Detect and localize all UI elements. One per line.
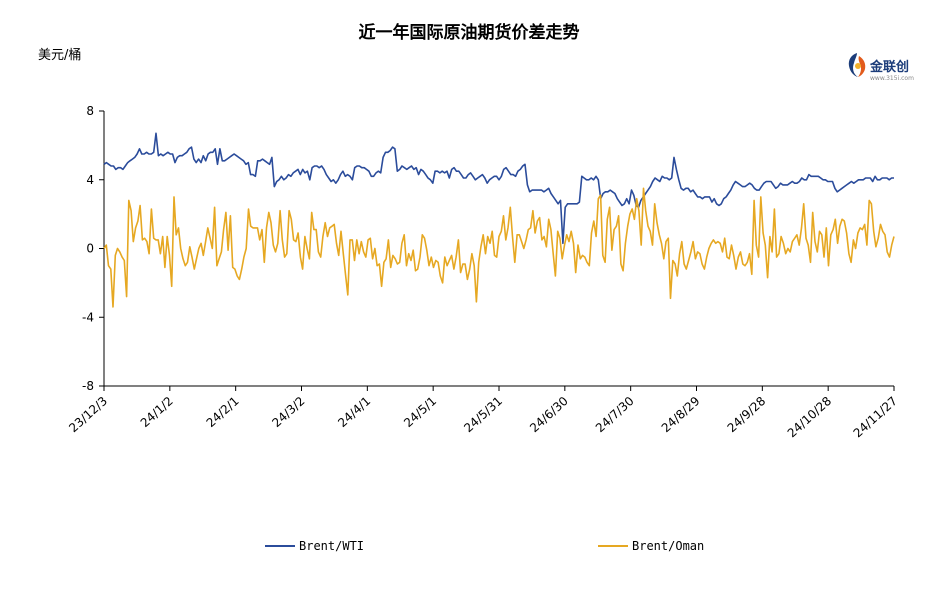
x-tick-label: 24/1/2 (138, 394, 176, 430)
x-tick-label: 24/7/30 (593, 394, 637, 435)
y-axis-unit-label: 美元/桶 (38, 48, 82, 63)
logo-text: 金联创 (870, 60, 910, 75)
x-tick-label: 23/12/3 (66, 394, 110, 435)
series-line-brent-oman (103, 187, 895, 308)
x-tick-label: 24/5/1 (401, 394, 439, 430)
x-tick-label: 24/6/30 (527, 394, 571, 435)
x-tick-label: 24/11/27 (851, 394, 900, 440)
y-tick-label: -8 (82, 379, 94, 393)
x-tick-label: 24/2/1 (204, 394, 242, 430)
y-tick-label: 0 (86, 242, 94, 256)
x-tick-label: 24/10/28 (785, 394, 834, 440)
x-tick-label: 24/3/2 (269, 394, 307, 430)
legend-label-brent-wti: Brent/WTI (299, 539, 364, 553)
chart-title: 近一年国际原油期货价差走势 (358, 23, 580, 43)
series-line-brent-wti (103, 132, 894, 245)
logo-mark-icon (848, 53, 866, 77)
x-tick-label: 24/8/29 (659, 394, 703, 435)
y-tick-label: -4 (82, 310, 94, 324)
legend-label-brent-oman: Brent/Oman (632, 539, 704, 553)
y-tick-label: 8 (86, 104, 94, 118)
brand-logo: 金联创 www.315i.com (846, 50, 916, 88)
logo-sub-text: www.315i.com (870, 75, 914, 82)
x-tick-label: 24/4/1 (335, 394, 373, 430)
y-tick-label: 4 (86, 173, 94, 187)
x-tick-label: 24/9/28 (725, 394, 769, 435)
x-tick-label: 24/5/31 (461, 394, 505, 435)
